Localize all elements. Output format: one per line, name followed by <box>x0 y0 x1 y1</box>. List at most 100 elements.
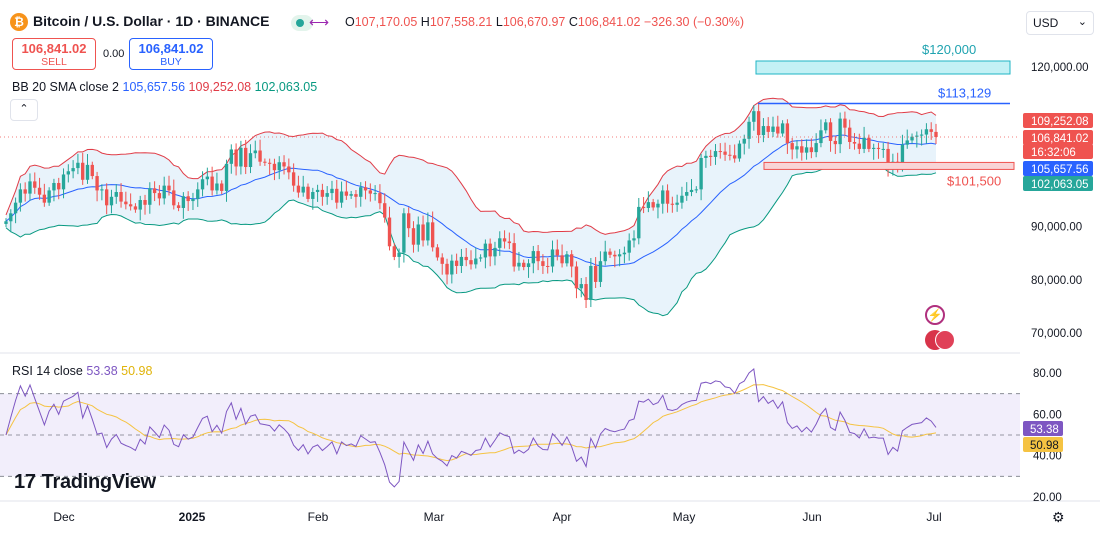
candle-body <box>780 123 785 134</box>
candle-body <box>267 162 272 164</box>
time-axis-tick: Feb <box>308 510 329 524</box>
candle-body <box>200 179 205 190</box>
rsi-axis-tick: 60.00 <box>1033 409 1062 421</box>
candle-body <box>876 147 881 149</box>
candle-body <box>800 146 804 153</box>
time-axis-tick: 2025 <box>179 510 206 524</box>
candle-body <box>699 157 703 190</box>
symbol-title[interactable]: Bitcoin / U.S. Dollar · 1D · BINANCE <box>33 13 270 29</box>
candle-body <box>454 260 459 266</box>
flash-icon[interactable]: ⚡ <box>925 305 945 325</box>
candle-body <box>613 254 617 257</box>
candle-body <box>742 138 746 144</box>
rsi-line <box>5 368 937 488</box>
bb-lower-line <box>5 163 937 317</box>
sell-button[interactable]: 106,841.02 SELL <box>12 38 96 70</box>
price-axis-tick: 70,000.00 <box>1031 328 1082 340</box>
level-120000-label: $120,000 <box>922 42 976 57</box>
candle-body <box>531 251 535 264</box>
candle-body <box>263 161 267 163</box>
tradingview-mark-icon: 17 <box>14 471 36 493</box>
currency-select[interactable]: USD ⌄ <box>1026 11 1094 35</box>
candle-body <box>536 251 540 262</box>
candle-body <box>114 192 118 197</box>
candle-body <box>191 198 195 202</box>
candle-body <box>541 261 545 266</box>
collapse-legend-button[interactable]: ⌃ <box>10 99 38 121</box>
candle-body <box>138 200 142 210</box>
candle-body <box>713 151 718 157</box>
time-axis-tick: May <box>673 510 696 524</box>
candle-body <box>790 143 794 150</box>
candle-body <box>258 150 262 162</box>
us-flag-icon[interactable] <box>925 330 955 350</box>
level-113129-label: $113,129 <box>938 86 991 101</box>
candle-body <box>239 147 243 167</box>
candle-body <box>550 249 555 267</box>
close-value: 106,841.02 <box>577 15 641 29</box>
candle-body <box>320 189 325 197</box>
candle-body <box>311 192 315 199</box>
candle-body <box>828 122 833 141</box>
candle-body <box>162 185 166 199</box>
candle-body <box>493 247 497 257</box>
time-axis-tick: Jul <box>926 510 941 524</box>
candle-body <box>272 163 277 171</box>
candle-body <box>886 148 890 169</box>
share-icon[interactable]: ⟷ <box>309 14 330 30</box>
candle-body <box>555 249 559 256</box>
candle-body <box>229 149 233 164</box>
candle-body <box>546 265 550 267</box>
chevron-up-icon: ⌃ <box>19 103 29 115</box>
price-tag-bb-lower <box>1023 176 1093 191</box>
candle-body <box>152 188 157 194</box>
candle-body <box>526 263 531 268</box>
candle-body <box>421 224 425 241</box>
level-101500-zone <box>763 161 1015 170</box>
rsi-legend[interactable]: RSI 14 close 53.38 50.98 <box>12 364 152 378</box>
chevron-down-icon: ⌄ <box>1077 16 1087 28</box>
settings-gear-icon[interactable]: ⚙ <box>1052 509 1065 525</box>
candle-body <box>378 193 382 204</box>
candle-body <box>61 174 66 190</box>
candle-body <box>665 190 670 204</box>
candle-body <box>905 140 909 145</box>
open-value: 107,170.05 <box>354 15 418 29</box>
candle-body <box>488 243 492 257</box>
candle-body <box>656 203 660 208</box>
candle-body <box>824 122 828 131</box>
candle-body <box>411 228 416 245</box>
candle-body <box>569 254 574 267</box>
price-tag-text: 16:32:06 <box>1031 147 1076 159</box>
price-tag-text: 106,841.02 <box>1031 133 1089 145</box>
candle-body <box>133 206 138 210</box>
buy-price: 106,841.02 <box>138 41 204 56</box>
candle-body <box>325 193 329 197</box>
bb-basis-value: 105,657.56 <box>122 80 186 94</box>
candle-body <box>881 148 885 150</box>
candle-body <box>574 266 579 289</box>
candle-body <box>354 194 358 197</box>
rsi-value: 53.38 <box>86 364 118 378</box>
candle-body <box>445 263 449 275</box>
low-value: 106,670.97 <box>502 15 566 29</box>
spread-value: 0.00 <box>103 48 125 60</box>
candle-body <box>85 164 90 180</box>
candle-body <box>737 143 742 159</box>
candle-body <box>685 192 689 196</box>
candle-body <box>167 185 171 191</box>
candle-body <box>244 147 248 168</box>
candle-body <box>598 261 603 282</box>
candle-body <box>277 162 281 171</box>
candle-body <box>804 147 809 153</box>
candle-body <box>459 256 464 266</box>
sell-price: 106,841.02 <box>21 41 87 56</box>
buy-button[interactable]: 106,841.02 BUY <box>129 38 213 70</box>
candle-body <box>814 143 818 153</box>
candle-body <box>359 187 363 197</box>
candle-body <box>95 176 99 191</box>
bb-legend[interactable]: BB 20 SMA close 2 105,657.56 109,252.08 … <box>12 80 317 94</box>
change-value: −326.30 (−0.30%) <box>643 15 745 29</box>
candle-body <box>522 262 526 268</box>
